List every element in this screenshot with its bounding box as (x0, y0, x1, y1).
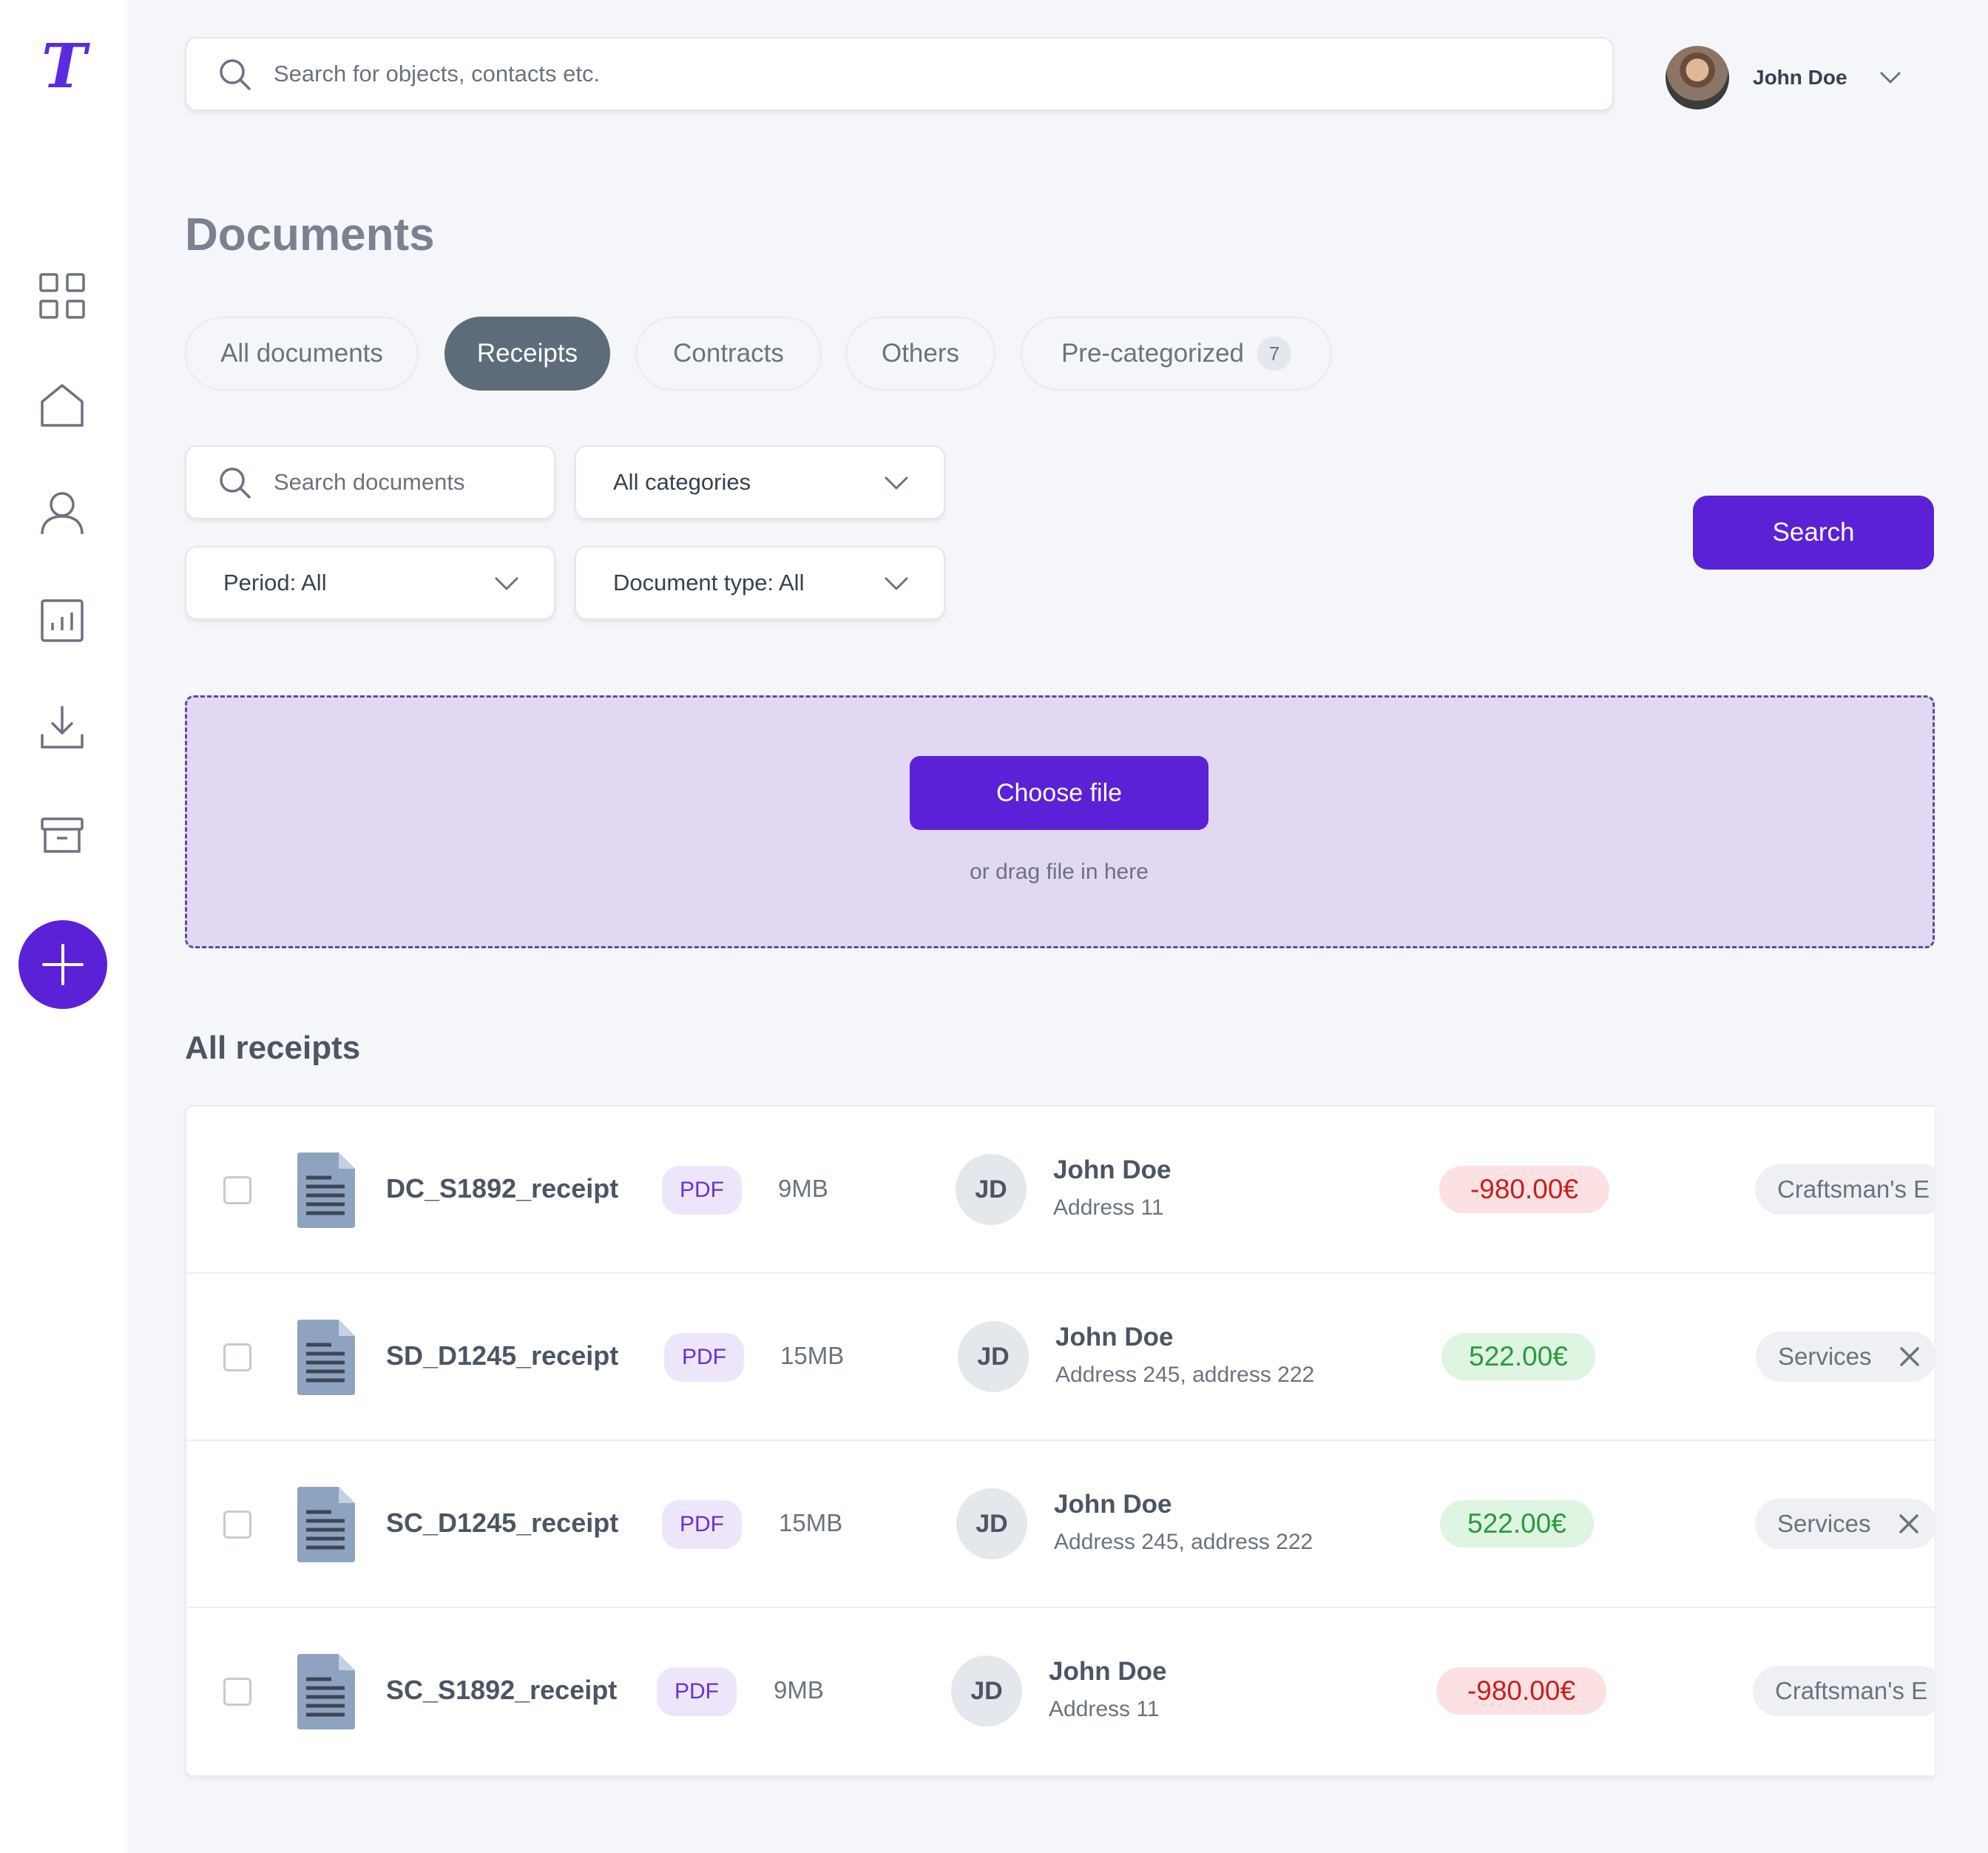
row-checkbox[interactable] (223, 1343, 251, 1371)
file-size: 9MB (774, 1676, 824, 1704)
user-icon[interactable] (38, 488, 87, 537)
file-type-badge: PDF (664, 1333, 744, 1382)
tab-contracts[interactable]: Contracts (635, 317, 822, 391)
home-icon[interactable] (38, 381, 87, 430)
close-icon[interactable] (1899, 1346, 1921, 1368)
file-type-badge: PDF (662, 1500, 742, 1549)
contact-initials: JD (956, 1154, 1027, 1225)
document-type-select[interactable]: Document type: All (575, 546, 945, 620)
tab-others[interactable]: Others (845, 317, 995, 391)
document-file-icon (297, 1654, 355, 1729)
tab-label: Receipts (476, 339, 578, 368)
file-name[interactable]: DC_S1892_receipt (386, 1173, 619, 1204)
app-logo[interactable]: T (41, 31, 87, 102)
contact-name: John Doe (1055, 1323, 1174, 1351)
table-row[interactable]: SC_D1245_receipt PDF 15MB JD John Doe Ad… (186, 1441, 1935, 1608)
chevron-down-icon (885, 577, 908, 590)
contact-address: Address 245, address 222 (1055, 1363, 1315, 1387)
tab-receipts[interactable]: Receipts (444, 317, 610, 391)
category-tag[interactable]: Services (1755, 1499, 1935, 1549)
row-checkbox[interactable] (223, 1678, 251, 1706)
file-name[interactable]: SC_S1892_receipt (386, 1675, 618, 1705)
dashboard-grid-icon[interactable] (38, 271, 87, 320)
download-icon[interactable] (38, 703, 87, 752)
row-checkbox[interactable] (223, 1511, 251, 1539)
table-row[interactable]: SC_S1892_receipt PDF 9MB JD John Doe Add… (186, 1608, 1935, 1775)
add-button[interactable] (18, 920, 107, 1009)
file-name[interactable]: SC_D1245_receipt (386, 1508, 619, 1538)
document-type-select-value: Document type: All (613, 570, 805, 595)
category-label: Craftsman's E (1775, 1677, 1928, 1704)
search-icon (220, 468, 251, 499)
chevron-down-icon (495, 577, 518, 590)
table-row[interactable]: SD_D1245_receipt PDF 15MB JD John Doe Ad… (186, 1274, 1935, 1441)
file-size: 9MB (778, 1175, 828, 1202)
chart-icon[interactable] (38, 596, 87, 645)
global-search-bar[interactable] (185, 37, 1614, 111)
row-checkbox[interactable] (223, 1176, 251, 1204)
contact-name: John Doe (1054, 1490, 1172, 1519)
chevron-down-icon[interactable] (1877, 64, 1904, 91)
contact-address: Address 11 (1049, 1697, 1160, 1721)
tab-label: Pre-categorized (1061, 339, 1245, 368)
contact-name: John Doe (1049, 1657, 1167, 1686)
contact-name: John Doe (1053, 1155, 1172, 1184)
category-select-value: All categories (613, 469, 751, 495)
tab-pre-categorized[interactable]: Pre-categorized 7 (1021, 317, 1332, 391)
tab-all-documents[interactable]: All documents (185, 317, 419, 391)
category-tag[interactable]: Services (1756, 1331, 1935, 1382)
tab-label: Others (881, 339, 960, 368)
section-title: All receipts (185, 1030, 361, 1066)
receipts-list: DC_S1892_receipt PDF 9MB JD John Doe Add… (185, 1105, 1935, 1777)
contact-address: Address 245, address 222 (1054, 1530, 1314, 1554)
user-name: John Doe (1753, 66, 1847, 89)
global-search-input[interactable] (274, 61, 1531, 87)
category-label: Craftsman's E (1777, 1175, 1930, 1203)
document-file-icon (297, 1487, 355, 1562)
chevron-down-icon (885, 476, 908, 490)
category-label: Services (1777, 1510, 1871, 1537)
drag-hint: or drag file in here (970, 860, 1149, 884)
amount-badge: 522.00€ (1440, 1500, 1594, 1547)
contact-initials: JD (958, 1321, 1029, 1392)
tab-label: All documents (220, 339, 383, 368)
page-title: Documents (185, 209, 435, 260)
file-size: 15MB (779, 1509, 843, 1536)
document-file-icon (297, 1320, 355, 1395)
amount-badge: -980.00€ (1436, 1667, 1606, 1715)
contact-initials: JD (956, 1488, 1027, 1559)
count-badge: 7 (1257, 337, 1292, 371)
document-file-icon (297, 1152, 355, 1228)
document-search-input[interactable] (274, 469, 496, 496)
amount-badge: -980.00€ (1439, 1166, 1609, 1213)
category-label: Services (1778, 1343, 1872, 1370)
amount-badge: 522.00€ (1441, 1333, 1595, 1380)
archive-icon[interactable] (38, 810, 87, 859)
period-select-value: Period: All (223, 570, 327, 595)
file-size: 15MB (780, 1342, 845, 1369)
sidebar: T (0, 0, 127, 1853)
period-select[interactable]: Period: All (185, 546, 555, 620)
category-tag[interactable]: Craftsman's E (1755, 1164, 1935, 1215)
file-type-badge: PDF (657, 1667, 737, 1716)
avatar[interactable] (1666, 46, 1729, 109)
plus-icon (42, 944, 84, 985)
search-button[interactable]: Search (1693, 496, 1934, 570)
category-tag[interactable]: Craftsman's E (1753, 1666, 1935, 1716)
document-search-field[interactable] (185, 445, 555, 519)
user-menu[interactable]: John Doe (1666, 46, 1904, 109)
close-icon[interactable] (1898, 1513, 1920, 1535)
category-select[interactable]: All categories (575, 445, 945, 519)
tab-label: Contracts (673, 339, 784, 368)
contact-initials: JD (951, 1655, 1022, 1727)
file-type-badge: PDF (662, 1166, 742, 1215)
contact-address: Address 11 (1053, 1195, 1164, 1220)
table-row[interactable]: DC_S1892_receipt PDF 9MB JD John Doe Add… (186, 1107, 1935, 1274)
file-name[interactable]: SD_D1245_receipt (386, 1340, 619, 1371)
choose-file-button[interactable]: Choose file (910, 756, 1208, 830)
search-icon (220, 59, 251, 90)
